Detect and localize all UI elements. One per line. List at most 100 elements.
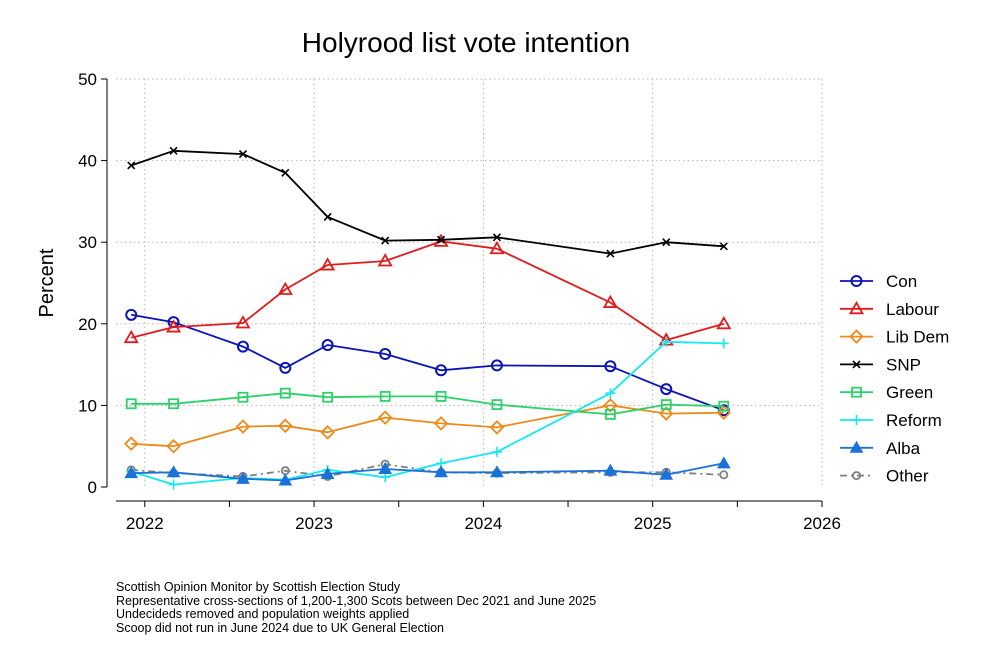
data-point-labour: [716, 315, 732, 330]
legend-label-alba: Alba: [886, 439, 921, 458]
data-point-snp: [492, 233, 502, 242]
data-point-lib-dem: [123, 436, 139, 452]
data-point-snp: [323, 212, 332, 221]
series-line-lib-dem: [131, 404, 724, 448]
data-point-snp: [281, 168, 290, 177]
legend-item-green: Green: [840, 383, 933, 402]
data-point-lib-dem: [489, 420, 505, 435]
legend-label-reform: Reform: [886, 411, 942, 430]
series-line-con: [131, 313, 725, 412]
data-point-alba: [378, 462, 393, 475]
data-point-con: [435, 364, 448, 377]
y-tick-label: 30: [78, 233, 97, 252]
data-point-alba: [603, 463, 618, 476]
data-point-alba: [236, 471, 250, 484]
data-point-labour: [489, 240, 505, 255]
series-reform: [126, 336, 729, 490]
data-point-reform: [168, 479, 179, 490]
data-point-reform: [605, 388, 616, 399]
data-point-alba: [490, 465, 504, 478]
data-point-snp: [238, 150, 248, 159]
legend-item-snp: SNP: [840, 355, 921, 374]
legend-label-lib-dem: Lib Dem: [886, 328, 949, 347]
legend-label-other: Other: [886, 467, 929, 486]
data-point-alba: [659, 467, 674, 480]
y-axis-label: Percent: [36, 248, 58, 317]
data-point-labour: [602, 294, 618, 308]
series-line-green: [131, 392, 724, 416]
data-point-snp: [127, 161, 136, 170]
legend-marker-green: [851, 386, 862, 398]
data-point-green: [491, 399, 503, 410]
x-tick-label: 2023: [295, 514, 333, 533]
data-point-alba: [320, 466, 335, 479]
data-point-lib-dem: [433, 416, 449, 431]
x-tick-label: 2025: [634, 514, 672, 533]
data-point-alba: [166, 465, 181, 478]
data-point-con: [604, 360, 617, 373]
data-point-green: [322, 391, 334, 403]
legend-item-lib-dem: Lib Dem: [840, 328, 949, 347]
data-point-snp: [381, 236, 390, 245]
data-point-alba: [716, 456, 731, 469]
data-point-green: [604, 408, 616, 420]
data-point-green: [125, 398, 137, 410]
series-group: [123, 146, 732, 490]
data-point-other: [719, 470, 729, 480]
x-tick-label: 2026: [803, 514, 841, 533]
data-point-green: [279, 387, 291, 399]
data-point-lib-dem: [377, 410, 393, 425]
legend-item-reform: Reform: [840, 411, 942, 430]
legend-label-green: Green: [886, 383, 933, 402]
note-line: Representative cross-sections of 1,200-1…: [116, 593, 597, 608]
series-snp: [127, 146, 728, 258]
data-point-alba: [434, 465, 448, 478]
note-line: Undecideds removed and population weight…: [116, 607, 410, 622]
data-point-lib-dem: [603, 398, 618, 413]
note-line: Scoop did not run in June 2024 due to UK…: [116, 620, 444, 635]
data-point-green: [379, 391, 391, 402]
data-point-snp: [436, 235, 446, 244]
data-point-con: [236, 340, 249, 353]
legend-marker-labour: [848, 300, 865, 315]
legend-marker-alba: [849, 440, 864, 453]
legend-marker-reform: [851, 415, 862, 425]
data-point-labour: [277, 281, 293, 295]
data-point-lib-dem: [235, 419, 251, 434]
legend-marker-other: [852, 471, 862, 481]
data-point-green: [660, 399, 672, 410]
legend-item-alba: Alba: [840, 439, 921, 458]
y-tick-label: 50: [78, 70, 97, 89]
x-tick-label: 2024: [464, 514, 502, 533]
data-point-labour: [377, 253, 393, 267]
data-point-alba: [278, 473, 293, 486]
data-point-alba: [124, 466, 139, 479]
data-point-labour: [123, 329, 139, 344]
legend-label-labour: Labour: [886, 300, 939, 319]
data-point-lib-dem: [166, 438, 181, 454]
data-point-snp: [662, 238, 671, 247]
note-line: Scottish Opinion Monitor by Scottish Ele…: [116, 580, 401, 594]
series-line-labour: [130, 240, 725, 341]
legend-item-other: Other: [840, 467, 929, 486]
data-point-green: [237, 391, 249, 403]
data-point-con: [321, 339, 334, 352]
series-line-reform: [130, 340, 724, 486]
data-point-lib-dem: [278, 418, 293, 434]
y-tick-label: 0: [88, 478, 97, 497]
legend-item-con: Con: [840, 272, 917, 291]
data-point-labour: [320, 257, 336, 271]
data-point-lib-dem: [320, 425, 335, 440]
data-point-snp: [606, 249, 615, 258]
y-tick-label: 10: [78, 396, 97, 415]
data-point-green: [168, 398, 179, 410]
legend: Con Labour Lib Dem SNP Green Reform Alba Other: [840, 272, 949, 486]
chart: Holyrood list vote intention Percent 0 10…: [36, 27, 949, 533]
legend-label-snp: SNP: [886, 355, 921, 374]
data-point-con: [279, 361, 292, 374]
data-point-reform: [718, 338, 729, 349]
series-alba: [124, 456, 731, 486]
series-line-snp: [130, 149, 724, 255]
data-point-lib-dem: [658, 406, 674, 421]
data-point-labour: [235, 315, 251, 329]
